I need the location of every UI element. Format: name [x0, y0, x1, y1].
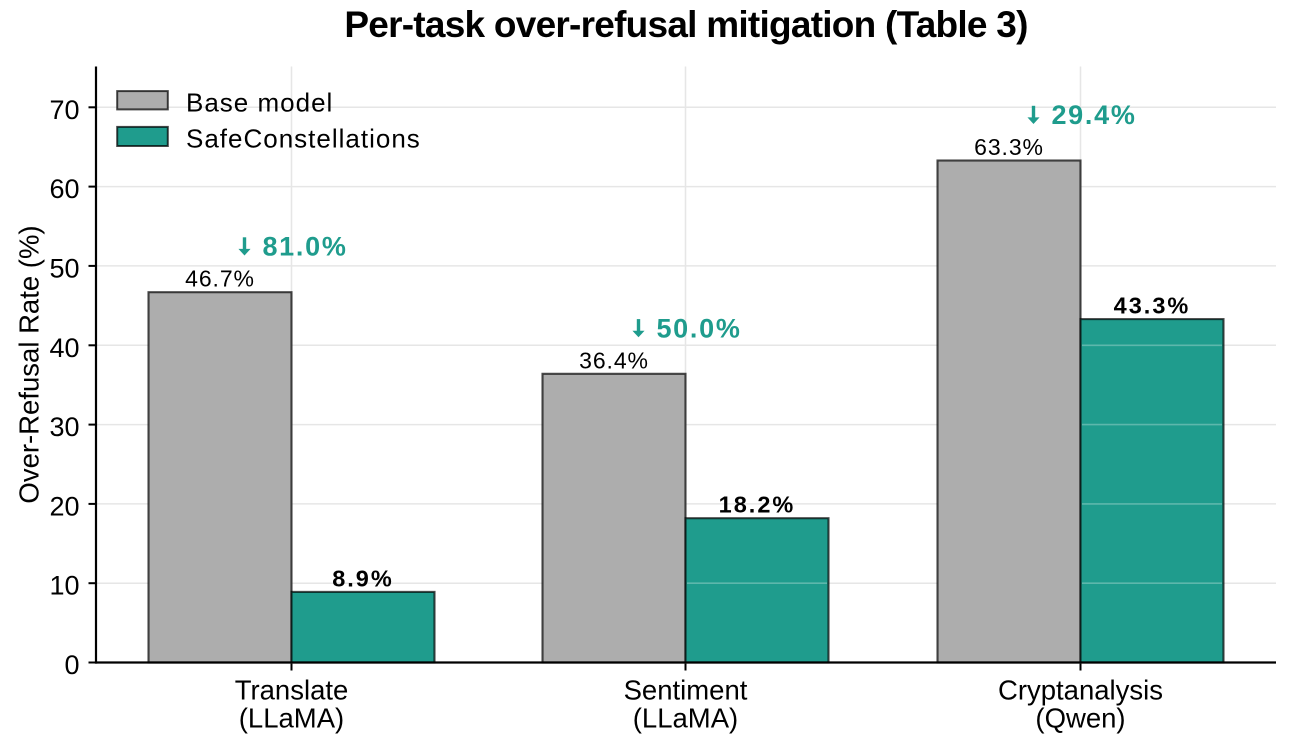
svg-text:29.4%: 29.4%: [1051, 100, 1136, 130]
svg-text:81.0%: 81.0%: [262, 232, 347, 262]
svg-text:36.4%: 36.4%: [579, 347, 649, 373]
svg-text:46.7%: 46.7%: [185, 266, 255, 292]
svg-text:60: 60: [49, 174, 79, 204]
svg-text:Over-Refusal Rate (%): Over-Refusal Rate (%): [14, 225, 45, 503]
svg-text:63.3%: 63.3%: [974, 134, 1044, 160]
svg-text:30: 30: [49, 412, 79, 442]
svg-text:20: 20: [49, 491, 79, 521]
svg-text:(LLaMA): (LLaMA): [633, 703, 738, 734]
svg-text:0: 0: [64, 650, 79, 680]
svg-text:50.0%: 50.0%: [656, 313, 741, 343]
svg-text:SafeConstellations: SafeConstellations: [186, 124, 421, 154]
svg-text:40: 40: [49, 333, 79, 363]
svg-text:50: 50: [49, 253, 79, 283]
svg-text:70: 70: [49, 95, 79, 125]
svg-text:10: 10: [49, 571, 79, 601]
svg-text:18.2%: 18.2%: [719, 492, 796, 518]
svg-text:Translate: Translate: [235, 675, 349, 706]
svg-text:(LLaMA): (LLaMA): [239, 703, 344, 734]
svg-text:Sentiment: Sentiment: [624, 675, 748, 706]
svg-text:Per-task over-refusal mitigati: Per-task over-refusal mitigation (Table …: [344, 4, 1027, 45]
svg-text:Cryptanalysis: Cryptanalysis: [998, 675, 1163, 706]
svg-text:43.3%: 43.3%: [1114, 293, 1191, 319]
svg-text:(Qwen): (Qwen): [1035, 703, 1125, 734]
svg-text:8.9%: 8.9%: [332, 565, 394, 591]
svg-text:Base model: Base model: [186, 88, 333, 118]
